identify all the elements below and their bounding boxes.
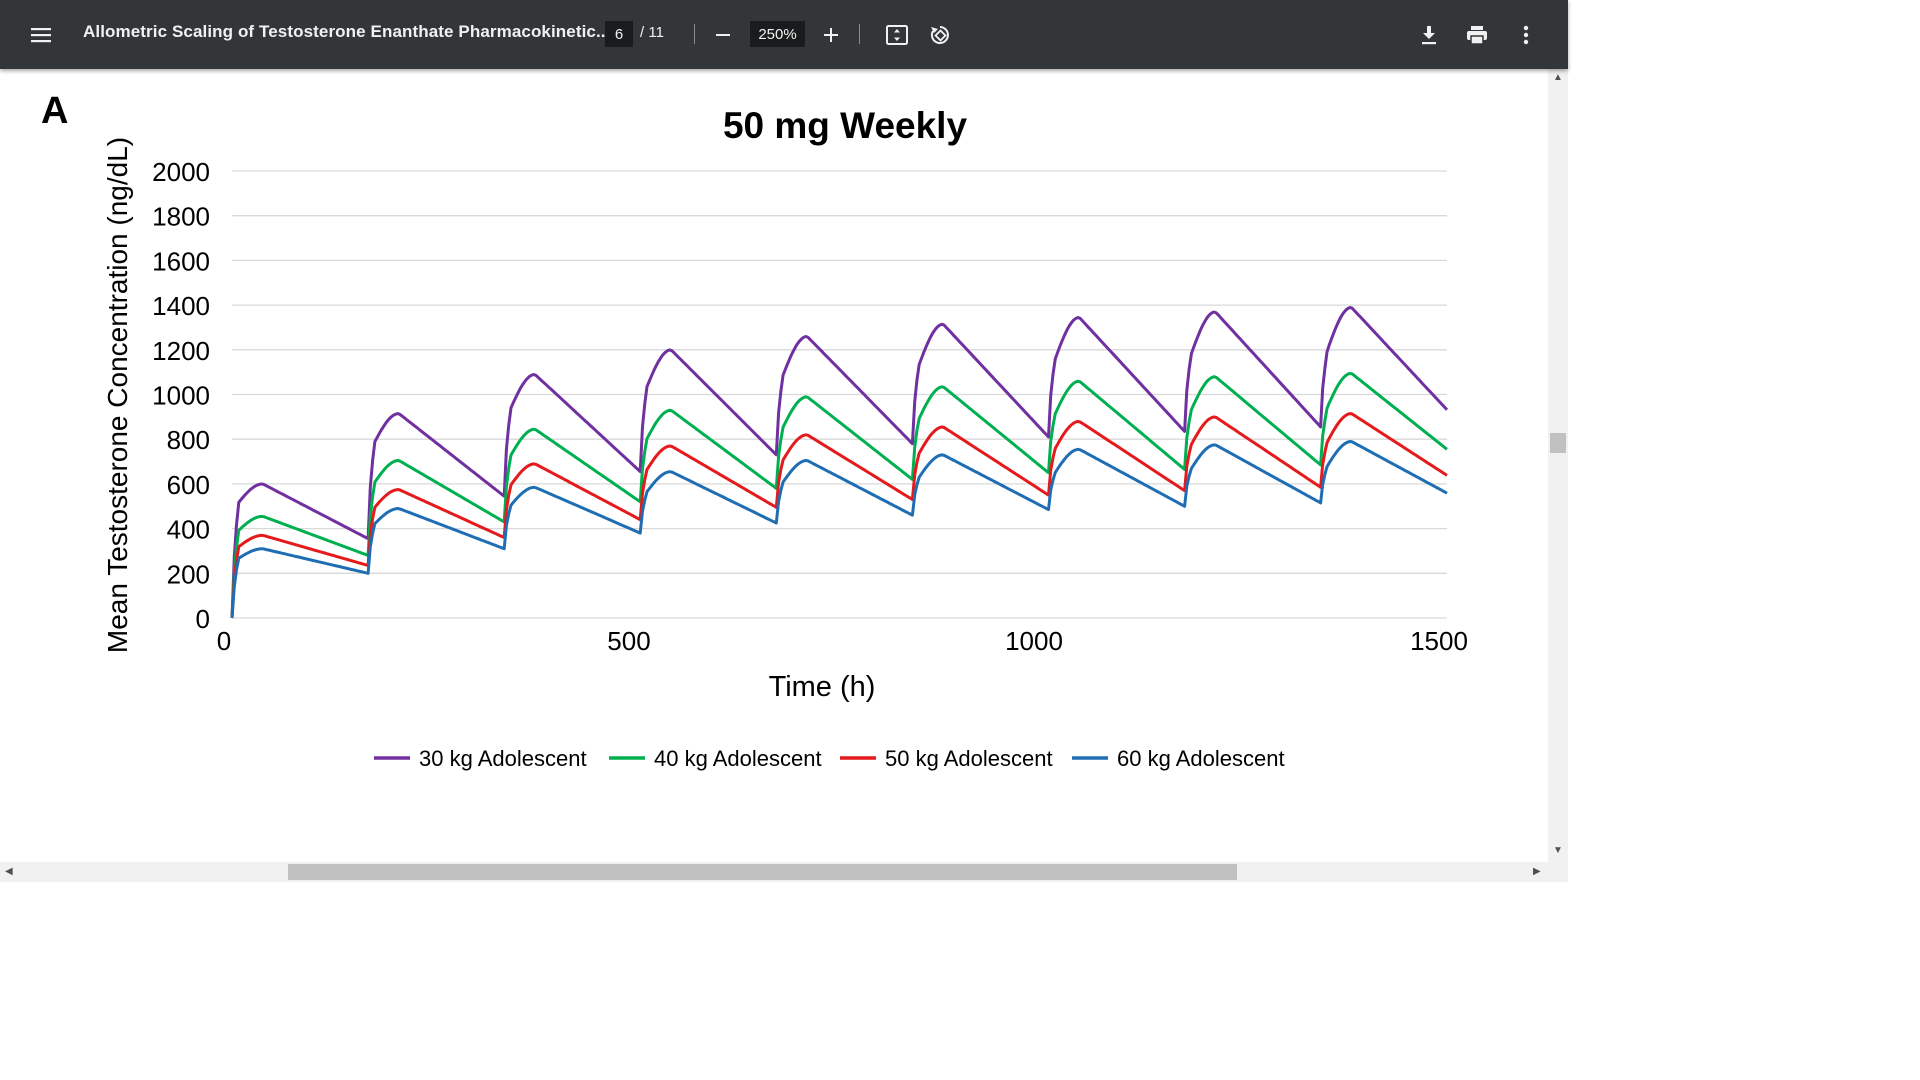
y-tick-label: 800 [167,425,210,455]
scroll-up-arrow[interactable]: ▲ [1553,72,1563,83]
horizontal-scroll-thumb[interactable] [288,864,1237,880]
legend-label: 50 kg Adolescent [885,746,1053,771]
pdf-toolbar: Allometric Scaling of Testosterone Enant… [0,0,1568,69]
series-line [230,371,1448,619]
print-button[interactable] [1461,19,1493,51]
y-tick-label: 200 [167,559,210,589]
legend-label: 40 kg Adolescent [654,746,822,771]
rotate-button[interactable] [924,19,956,51]
y-tick-label: 400 [167,515,210,545]
zoom-out-button[interactable] [708,20,738,50]
panel-label: A [41,90,68,132]
legend-label: 60 kg Adolescent [1117,746,1285,771]
x-axis-label: Time (h) [769,671,876,703]
menu-button[interactable] [26,20,56,50]
zoom-level-input[interactable]: 250% [750,21,805,47]
more-actions-button[interactable] [1512,19,1540,51]
toolbar-divider [859,24,860,44]
series-line [230,440,1448,619]
horizontal-scrollbar[interactable]: ◀ ▶ [0,862,1568,882]
x-tick-label: 500 [607,626,650,656]
y-tick-label: 0 [196,604,210,634]
zoom-in-button[interactable] [816,20,846,50]
y-tick-label: 1200 [152,336,210,366]
document-viewport[interactable]: A 50 mg Weekly 0 200 400 600 800 1000 1200 1400… [0,69,1548,862]
y-tick-label: 1800 [152,202,210,232]
document-title: Allometric Scaling of Testosterone Enant… [83,22,611,41]
scroll-down-arrow[interactable]: ▼ [1553,845,1563,856]
series-line [230,412,1448,619]
y-axis-label: Mean Testosterone Concentration (ng/dL) [102,137,133,653]
menu-icon [31,28,51,43]
y-tick-label: 1600 [152,246,210,276]
scroll-right-arrow[interactable]: ▶ [1533,866,1541,877]
y-tick-label: 2000 [152,157,210,187]
pk-line-chart: A 50 mg Weekly 0 200 400 600 800 1000 1200 1400… [41,90,1468,771]
series-line [230,306,1449,619]
fit-page-button[interactable] [881,19,913,51]
y-tick-label: 1000 [152,381,210,411]
series-lines [230,306,1449,619]
page-number-input[interactable]: 6 [605,21,633,47]
vertical-scrollbar[interactable]: ▲ ▼ [1548,69,1568,862]
fit-page-icon [886,25,908,45]
rotate-icon [930,26,949,44]
download-button[interactable] [1413,19,1445,51]
gridlines [232,170,1447,619]
y-axis-ticks: 0 200 400 600 800 1000 1200 1400 1600 1800 2000 [152,157,210,634]
legend-label: 30 kg Adolescent [419,746,587,771]
y-tick-label: 1400 [152,291,210,321]
x-axis-ticks: 0 500 1000 1500 [217,626,1468,656]
download-icon [1422,26,1436,45]
x-tick-label: 0 [217,626,231,656]
print-icon [1467,26,1487,45]
more-vert-icon [1523,25,1529,45]
x-tick-label: 1000 [1005,626,1063,656]
scroll-left-arrow[interactable]: ◀ [5,866,13,877]
toolbar-divider [694,24,695,44]
plus-icon [824,28,838,42]
minus-icon [716,34,730,36]
legend: 30 kg Adolescent 40 kg Adolescent 50 kg Ad… [374,746,1285,771]
page-total: / 11 [640,24,664,41]
x-tick-label: 1500 [1410,626,1468,656]
chart-title: 50 mg Weekly [723,105,967,146]
vertical-scroll-thumb[interactable] [1550,433,1566,453]
y-tick-label: 600 [167,470,210,500]
